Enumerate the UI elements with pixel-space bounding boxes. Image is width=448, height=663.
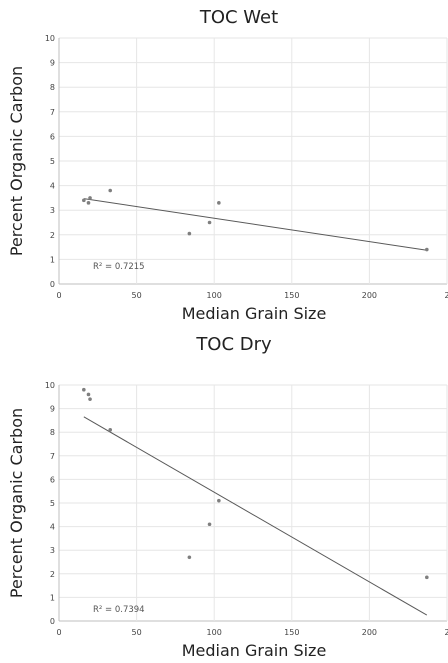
x-tick-label: 2	[444, 291, 448, 300]
r-squared-label: R² = 0.7215	[93, 262, 145, 272]
data-point	[82, 198, 86, 203]
y-tick-label: 7	[50, 452, 55, 461]
y-tick-label: 9	[50, 59, 55, 68]
data-point	[217, 498, 221, 503]
x-tick-label: 2	[444, 628, 448, 637]
data-point	[187, 231, 192, 236]
y-tick-label: 1	[50, 255, 55, 264]
y-axis-title: Percent Organic Carbon	[7, 408, 26, 598]
y-tick-label: 10	[45, 381, 55, 390]
y-tick-label: 5	[50, 499, 55, 508]
toc-dry-chart: TOC Dry 0 1 2 3 4 5 6 7 8 9 10 0 50 100 150 200 2 R² = 0.7…	[0, 329, 448, 663]
y-tick-label: 1	[50, 593, 55, 602]
y-tick-label: 3	[50, 546, 55, 555]
data-point	[425, 247, 429, 252]
x-tick-label: 100	[207, 291, 222, 300]
trendline	[83, 198, 427, 251]
data-point	[187, 555, 192, 560]
y-tick-label: 0	[50, 280, 55, 289]
toc-wet-chart: TOC Wet 0 1 2 3 4 5 6 7 8 9 10 0 50 100 150 200 2 R² = 0.7…	[0, 0, 448, 325]
y-tick-label: 9	[50, 405, 55, 414]
y-tick-label: 8	[50, 83, 55, 92]
x-tick-label: 0	[56, 628, 61, 637]
x-tick-label: 150	[284, 628, 299, 637]
y-tick-label: 8	[50, 428, 55, 437]
x-tick-label: 100	[207, 628, 222, 637]
data-point	[86, 392, 91, 397]
y-tick-label: 3	[50, 206, 55, 215]
chart-title: TOC Wet	[199, 7, 278, 28]
data-point	[207, 220, 212, 225]
y-tick-label: 2	[50, 570, 55, 579]
x-tick-label: 0	[56, 291, 61, 300]
data-point	[88, 196, 92, 200]
trendline	[83, 416, 428, 616]
chart-title: TOC Dry	[195, 334, 272, 355]
data-point	[425, 575, 429, 580]
data-point	[207, 522, 212, 527]
y-tick-label: 6	[50, 475, 55, 484]
data-point	[108, 428, 113, 432]
y-tick-label: 10	[45, 34, 55, 43]
data-point	[86, 201, 91, 205]
x-axis-title: Median Grain Size	[182, 641, 327, 660]
y-tick-label: 5	[50, 157, 55, 166]
data-point	[82, 387, 86, 392]
y-tick-label: 7	[50, 108, 55, 117]
data-point	[108, 188, 113, 193]
x-tick-label: 50	[132, 628, 142, 637]
y-tick-label: 0	[50, 617, 55, 626]
r-squared-label: R² = 0.7394	[93, 605, 145, 615]
x-tick-label: 150	[284, 291, 299, 300]
y-tick-label: 4	[50, 523, 55, 532]
y-tick-label: 4	[50, 182, 55, 191]
y-tick-label: 2	[50, 231, 55, 240]
data-point	[217, 201, 221, 205]
y-axis-title: Percent Organic Carbon	[7, 66, 26, 256]
x-tick-label: 50	[132, 291, 142, 300]
x-axis-title: Median Grain Size	[182, 304, 327, 323]
x-tick-label: 200	[362, 628, 377, 637]
data-point	[88, 397, 92, 401]
y-tick-label: 6	[50, 132, 55, 141]
x-tick-label: 200	[362, 291, 377, 300]
